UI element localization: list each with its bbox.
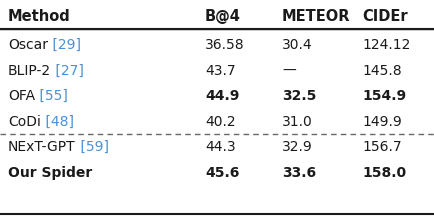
Text: BLIP-2: BLIP-2 — [8, 63, 51, 78]
Text: CIDEr: CIDEr — [362, 9, 408, 24]
Text: [48]: [48] — [41, 114, 74, 128]
Text: 158.0: 158.0 — [362, 165, 406, 179]
Text: 36.58: 36.58 — [205, 38, 245, 52]
Text: 145.8: 145.8 — [362, 63, 401, 78]
Text: 149.9: 149.9 — [362, 114, 402, 128]
Text: NExT-GPT: NExT-GPT — [8, 140, 76, 154]
Text: [59]: [59] — [76, 140, 108, 154]
Text: 32.5: 32.5 — [282, 89, 316, 103]
Text: CoDi: CoDi — [8, 114, 41, 128]
Text: METEOR: METEOR — [282, 9, 351, 24]
Text: [55]: [55] — [35, 89, 68, 103]
Text: 154.9: 154.9 — [362, 89, 406, 103]
Text: 32.9: 32.9 — [282, 140, 313, 154]
Text: Oscar: Oscar — [8, 38, 48, 52]
Text: —: — — [282, 63, 296, 78]
Text: 45.6: 45.6 — [205, 165, 240, 179]
Text: 44.3: 44.3 — [205, 140, 236, 154]
Text: 31.0: 31.0 — [282, 114, 313, 128]
Text: 43.7: 43.7 — [205, 63, 236, 78]
Text: 124.12: 124.12 — [362, 38, 411, 52]
Text: B@4: B@4 — [205, 9, 241, 24]
Text: 156.7: 156.7 — [362, 140, 401, 154]
Text: 33.6: 33.6 — [282, 165, 316, 179]
Text: 30.4: 30.4 — [282, 38, 312, 52]
Text: Our Spider: Our Spider — [8, 165, 92, 179]
Text: [27]: [27] — [51, 63, 84, 78]
Text: OFA: OFA — [8, 89, 35, 103]
Text: 44.9: 44.9 — [205, 89, 240, 103]
Text: Method: Method — [8, 9, 71, 24]
Text: 40.2: 40.2 — [205, 114, 236, 128]
Text: [29]: [29] — [48, 38, 81, 52]
